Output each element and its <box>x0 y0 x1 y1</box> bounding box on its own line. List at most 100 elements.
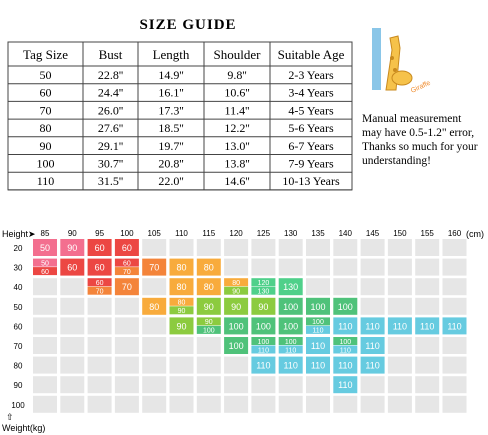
empty-cell <box>142 337 167 354</box>
size-label: 90 <box>67 243 77 253</box>
size-cell <box>278 278 303 296</box>
empty-cell <box>114 395 139 413</box>
note-line: Manual measurement <box>362 113 462 125</box>
empty-cell <box>278 258 303 276</box>
empty-cell <box>60 278 85 296</box>
empty-cell <box>169 395 194 413</box>
empty-cell <box>442 356 467 374</box>
header-cell: Suitable Age <box>278 47 345 62</box>
size-label: 90 <box>232 288 240 295</box>
size-cell <box>142 297 167 315</box>
empty-cell <box>33 395 57 413</box>
size-cell <box>114 267 139 276</box>
empty-cell <box>224 239 249 256</box>
table-cell: 7-9 Years <box>288 157 334 171</box>
size-cell <box>196 278 221 296</box>
size-label: 120 <box>258 280 270 287</box>
size-cell <box>251 297 276 315</box>
empty-cell <box>251 239 276 256</box>
empty-cell <box>60 297 85 315</box>
size-label: 60 <box>95 243 105 253</box>
empty-cell <box>360 395 385 413</box>
size-cell <box>251 286 276 295</box>
table-cell: 90 <box>40 139 52 153</box>
empty-cell <box>442 337 467 354</box>
height-tick: 110 <box>175 229 188 238</box>
size-cell <box>333 317 358 335</box>
empty-cell <box>415 297 440 315</box>
size-label: 70 <box>96 288 104 295</box>
size-label: 100 <box>283 302 298 312</box>
table-cell: 9.8'' <box>227 68 246 82</box>
size-label: 110 <box>340 347 351 354</box>
table-cell: 50 <box>40 68 52 82</box>
empty-cell <box>142 239 167 256</box>
table-cell: 14.6'' <box>224 174 249 188</box>
size-cell <box>306 356 330 374</box>
weight-tick: 60 <box>14 322 23 331</box>
empty-cell <box>387 395 412 413</box>
weight-tick: 50 <box>14 303 23 312</box>
size-label: 90 <box>231 302 241 312</box>
size-label: 60 <box>41 269 49 276</box>
header-cell: Shoulder <box>214 47 262 62</box>
height-tick: 85 <box>41 229 50 238</box>
size-cell <box>87 278 112 287</box>
size-cell <box>60 258 85 276</box>
empty-cell <box>169 337 194 354</box>
empty-cell <box>251 376 276 394</box>
empty-cell <box>224 376 249 394</box>
size-label: 80 <box>178 300 186 307</box>
table-cell: 2-3 Years <box>288 68 334 82</box>
height-label: Height➤ <box>2 229 36 239</box>
empty-cell <box>415 376 440 394</box>
header-cell: Tag Size <box>23 47 68 62</box>
table-cell: 22.0'' <box>158 174 183 188</box>
size-label: 70 <box>122 282 132 292</box>
empty-cell <box>33 376 57 394</box>
table-cell: 10-13 Years <box>282 174 340 188</box>
size-label: 110 <box>258 347 269 354</box>
size-label: 70 <box>149 263 159 273</box>
size-label: 50 <box>41 260 49 267</box>
size-cell <box>114 239 139 256</box>
table-cell: 110 <box>37 174 55 188</box>
empty-cell <box>169 376 194 394</box>
table-cell: 24.4'' <box>98 86 123 100</box>
empty-cell <box>442 239 467 256</box>
empty-cell <box>278 376 303 394</box>
size-label: 110 <box>256 361 270 371</box>
size-label: 80 <box>232 280 240 287</box>
empty-cell <box>142 395 167 413</box>
size-cell <box>278 356 303 374</box>
empty-cell <box>306 395 330 413</box>
empty-cell <box>142 278 167 296</box>
size-cell <box>196 325 221 334</box>
empty-cell <box>333 395 358 413</box>
empty-cell <box>196 395 221 413</box>
empty-cell <box>387 297 412 315</box>
size-cell <box>442 317 467 335</box>
empty-cell <box>87 317 112 335</box>
table-cell: 6-7 Years <box>288 139 334 153</box>
size-label: 60 <box>67 263 77 273</box>
size-label: 100 <box>310 302 325 312</box>
empty-cell <box>114 317 139 335</box>
empty-cell <box>33 337 57 354</box>
empty-cell <box>360 297 385 315</box>
size-cell <box>278 317 303 335</box>
empty-cell <box>333 258 358 276</box>
empty-cell <box>33 317 57 335</box>
size-cell <box>169 258 194 276</box>
empty-cell <box>114 356 139 374</box>
size-cell <box>333 376 358 394</box>
empty-cell <box>415 278 440 296</box>
empty-cell <box>360 376 385 394</box>
empty-cell <box>306 278 330 296</box>
table-cell: 14.9'' <box>158 68 183 82</box>
size-cell <box>33 267 57 276</box>
size-label: 80 <box>176 263 186 273</box>
height-tick: 115 <box>202 229 215 238</box>
table-cell: 29.1'' <box>98 139 123 153</box>
empty-cell <box>442 297 467 315</box>
